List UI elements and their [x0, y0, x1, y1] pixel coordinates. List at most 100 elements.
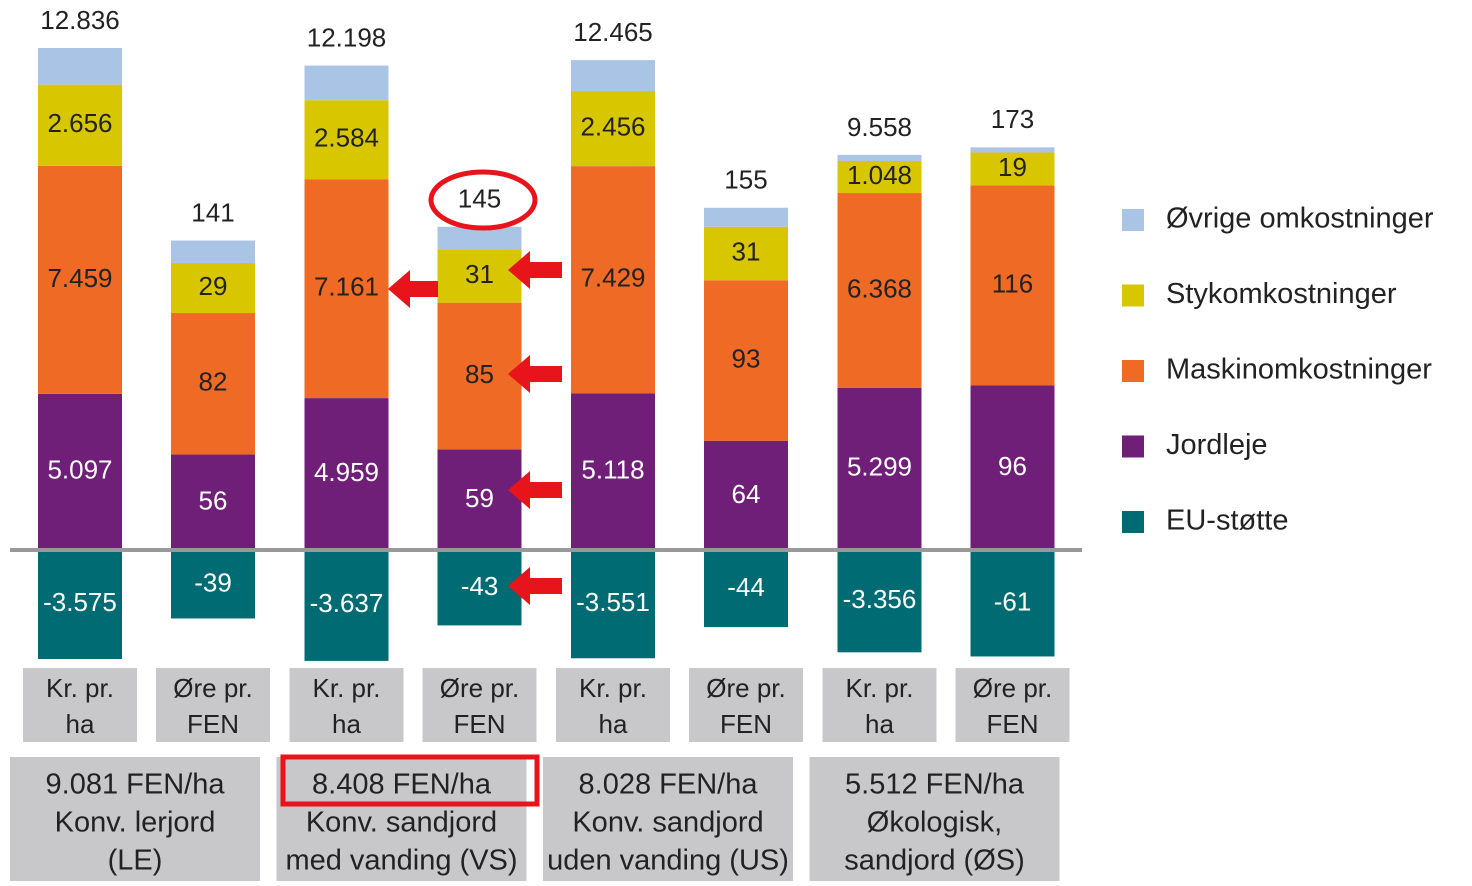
- labels: -3.575 5.097 7.459 2.656 12.836 Kr. pr. ha -3.6…: [40, 5, 1434, 877]
- bar-segment: [304, 549, 389, 661]
- value-label: 64: [732, 479, 761, 509]
- value-label: -3.356: [843, 584, 917, 614]
- value-label: 5.299: [847, 452, 912, 482]
- arrow: [508, 355, 562, 393]
- arrow: [508, 471, 562, 509]
- bar-segment: [837, 193, 922, 388]
- bars: [10, 48, 1070, 881]
- group-label: 9.081 FEN/ha: [46, 769, 226, 801]
- arrow: [508, 251, 562, 289]
- bar-segment: [437, 249, 522, 303]
- group-label: Konv. lerjord: [55, 807, 216, 839]
- bar-segment: [38, 84, 122, 166]
- value-label: 7.161: [314, 272, 379, 302]
- group-label: Økologisk,: [867, 807, 1002, 839]
- bar-segment: [970, 147, 1055, 153]
- total-label: 141: [191, 197, 234, 227]
- bar-segment: [38, 393, 122, 550]
- bar-segment: [171, 454, 255, 552]
- legend-swatch: [1122, 284, 1144, 307]
- group-box: [809, 757, 1060, 881]
- group-label: 8.028 FEN/ha: [579, 769, 759, 801]
- x-tick-label: ha: [66, 709, 95, 739]
- total-label: 9.558: [847, 112, 912, 142]
- bar-segment: [171, 240, 255, 263]
- value-label: 116: [992, 268, 1033, 298]
- arrow: [388, 270, 438, 308]
- total-label: 155: [724, 165, 767, 195]
- bar-segment: [437, 551, 522, 626]
- bar-segment: [571, 393, 655, 550]
- x-tick-label: ha: [332, 709, 361, 739]
- x-tick-label: Kr. pr.: [313, 673, 381, 703]
- legend-label: Øvrige omkostninger: [1166, 203, 1434, 235]
- annotations: [280, 169, 562, 807]
- x-label-box: [822, 668, 937, 742]
- bar-segment: [437, 449, 522, 552]
- highlight-box: [280, 754, 540, 807]
- x-tick-label: Øre pr.: [440, 673, 519, 703]
- bar-segment: [970, 551, 1055, 657]
- bar-segment: [304, 100, 389, 180]
- group-box: [276, 757, 527, 881]
- value-label: -39: [194, 568, 232, 598]
- bar-segment: [171, 313, 255, 455]
- legend-swatch: [1122, 435, 1144, 458]
- value-label: 31: [732, 236, 761, 266]
- x-label-box: [422, 668, 537, 742]
- legend-swatch: [1122, 511, 1144, 533]
- x-tick-label: Øre pr.: [706, 673, 785, 703]
- bar-segment: [38, 165, 122, 394]
- arrow: [508, 567, 562, 605]
- legend-swatch: [1122, 209, 1144, 231]
- bar-segment: [704, 440, 788, 552]
- value-label: 5.097: [47, 455, 112, 485]
- bar-segment: [704, 551, 788, 628]
- bar-segment: [38, 549, 122, 660]
- value-label: 19: [998, 152, 1027, 182]
- group-label: sandjord (ØS): [844, 845, 1025, 877]
- value-label: 59: [465, 483, 494, 513]
- value-label: -3.551: [576, 587, 650, 617]
- value-label: 7.429: [580, 263, 645, 293]
- bar-segment: [437, 226, 522, 250]
- bar-segment: [704, 226, 788, 281]
- group-label: uden vanding (US): [547, 845, 789, 877]
- x-tick-label: FEN: [454, 709, 506, 739]
- bar-segment: [571, 166, 655, 394]
- value-label: 29: [199, 271, 228, 301]
- bar-segment: [704, 280, 788, 441]
- bar-segment: [571, 549, 655, 659]
- total-label: 12.198: [307, 22, 387, 52]
- total-label: 12.465: [573, 17, 653, 47]
- legend-label: EU-støtte: [1166, 505, 1288, 537]
- x-tick-label: FEN: [187, 709, 239, 739]
- bar-segment: [171, 262, 255, 314]
- value-label: 6.368: [847, 273, 912, 303]
- group-label: Konv. sandjord: [572, 807, 763, 839]
- value-label: 2.656: [47, 108, 112, 138]
- group-label: med vanding (VS): [285, 845, 517, 877]
- value-label: 56: [199, 486, 228, 516]
- value-label: 96: [998, 451, 1027, 481]
- legend-label: Stykomkostninger: [1166, 278, 1397, 310]
- x-tick-label: ha: [865, 709, 894, 739]
- group-label: Konv. sandjord: [306, 807, 497, 839]
- group-box: [10, 757, 260, 881]
- highlight-ellipse: [428, 169, 538, 231]
- value-label: -3.575: [43, 587, 117, 617]
- bar-segment: [571, 60, 655, 92]
- bar-segment: [304, 179, 389, 399]
- total-label: 145: [458, 184, 501, 214]
- group-label: 8.408 FEN/ha: [312, 769, 492, 801]
- group-box: [543, 757, 793, 881]
- bar-segment: [837, 154, 922, 161]
- value-label: 82: [199, 367, 228, 397]
- legend-swatch: [1122, 360, 1144, 382]
- bar-segment: [38, 48, 122, 85]
- value-label: -61: [994, 587, 1032, 617]
- x-tick-label: Kr. pr.: [46, 673, 114, 703]
- legend-label: Maskinomkostninger: [1166, 354, 1432, 386]
- x-tick-label: Øre pr.: [173, 673, 252, 703]
